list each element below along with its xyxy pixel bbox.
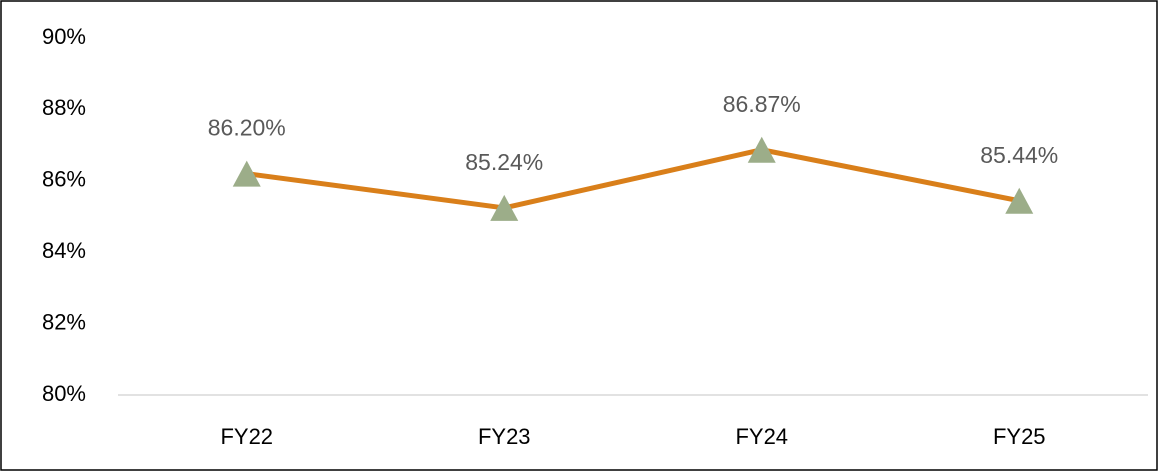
series-line (246, 147, 1020, 211)
y-tick-label: 80% (42, 381, 86, 406)
data-label: 86.87% (723, 91, 801, 117)
x-tick-label: FY23 (478, 424, 531, 449)
x-tick-label: FY24 (735, 424, 788, 449)
y-tick-label: 90% (42, 24, 86, 49)
y-tick-label: 84% (42, 238, 86, 263)
y-tick-label: 86% (42, 167, 86, 192)
marker (1005, 187, 1034, 214)
x-tick-label: FY22 (220, 424, 273, 449)
marker (232, 160, 261, 187)
y-tick-label: 82% (42, 309, 86, 334)
marker (490, 194, 519, 221)
data-label: 86.20% (208, 115, 286, 141)
y-tick-label: 88% (42, 95, 86, 120)
marker (747, 136, 776, 163)
data-label: 85.44% (980, 142, 1058, 168)
data-label: 85.24% (465, 149, 543, 175)
x-tick-label: FY25 (993, 424, 1046, 449)
